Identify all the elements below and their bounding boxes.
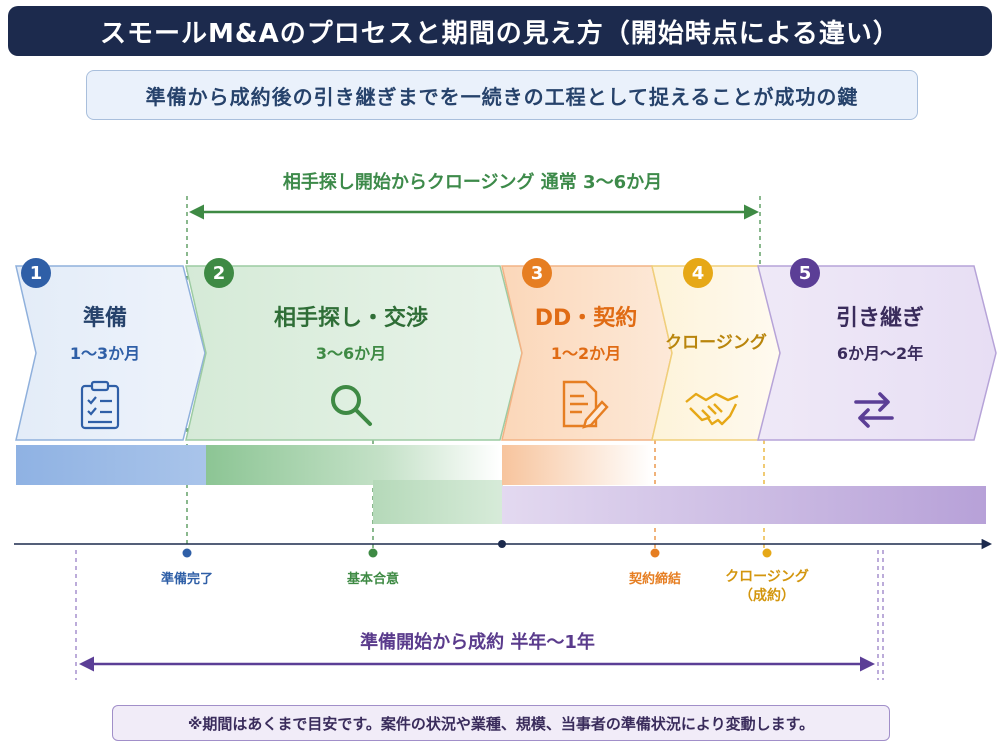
phase-3-number: 3 [522,258,552,288]
disclaimer-note: ※期間はあくまで目安です。案件の状況や業種、規模、当事者の準備状況により変動しま… [112,705,890,741]
phase-5-duration: 6か月〜2年 [836,344,924,363]
phase-3-name: DD・契約 [534,306,638,331]
bar-prep [16,445,206,485]
milestone-dot-agreement [368,548,378,558]
handshake-icon [685,392,739,426]
bar-negotiation [373,480,503,524]
phase-2-number: 2 [204,258,234,288]
phase-2-duration: 3〜6か月 [315,344,387,363]
page-title: スモールM&Aのプロセスと期間の見え方（開始時点による違い） [8,6,992,56]
search-to-closing-label: 相手探し開始からクロージング 通常 3〜6か月 [282,172,663,193]
milestone-prep-complete: 準備完了 [160,572,213,587]
phase-2-shape [185,265,523,441]
milestone-closing: クロージング （成約） [725,569,809,604]
milestone-dot-closing [762,548,772,558]
phase-3-duration: 1〜2か月 [550,344,622,363]
magnifier-icon [331,385,372,426]
milestone-basic-agreement: 基本合意 [346,572,399,587]
document-pen-icon [562,380,609,429]
bar-search [206,445,500,485]
subtitle: 準備から成約後の引き継ぎまでを一続きの工程として捉えることが成功の鍵 [86,70,918,120]
phase-1-number: 1 [21,258,51,288]
bar-handover [502,486,986,524]
swap-arrows-icon [854,392,894,428]
phase-1-shape [15,265,206,441]
bar-dd [502,445,652,485]
milestone-dot-dd-start [498,540,506,548]
milestone-dot-contract [650,548,660,558]
phase-2-name: 相手探し・交渉 [273,306,428,331]
phase-5-number: 5 [790,258,820,288]
phase-1-name: 準備 [82,306,127,331]
phase-4-number: 4 [683,258,713,288]
clipboard-icon [80,380,120,430]
phase-4-name: クロージング [665,333,767,353]
phase-5-name: 引き継ぎ [835,306,924,331]
phase-5-shape [757,265,997,441]
phase-1-duration: 1〜3か月 [69,344,141,363]
prep-to-contract-label: 準備開始から成約 半年〜1年 [360,632,595,653]
milestone-dot-prep [182,548,192,558]
milestone-contract: 契約締結 [628,572,681,587]
